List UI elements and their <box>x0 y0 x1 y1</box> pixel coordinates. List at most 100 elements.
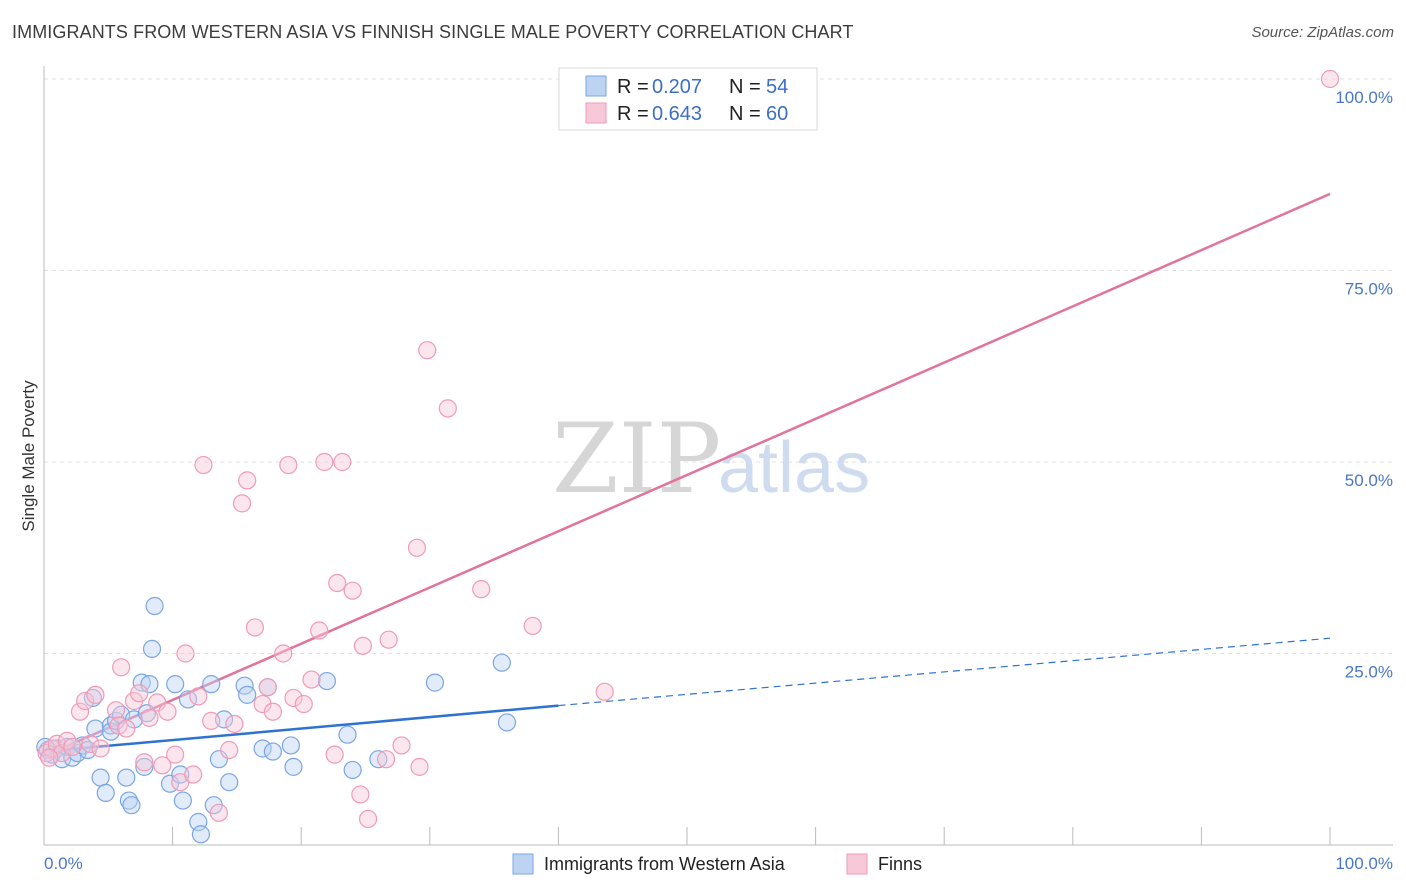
data-point-finns <box>325 745 344 764</box>
data-point-western-asia <box>253 739 272 758</box>
data-point-finns <box>302 670 321 689</box>
legend-n-value-2: 60 <box>766 103 788 125</box>
data-point-finns <box>106 701 126 720</box>
data-point-finns <box>358 809 378 829</box>
data-point-finns <box>407 538 427 557</box>
data-point-finns <box>238 471 257 490</box>
x-tick-label-max: 100.0% <box>1335 854 1393 873</box>
legend-r-value-1: 0.207 <box>652 76 702 98</box>
data-point-western-asia <box>36 737 55 757</box>
data-point-finns <box>220 740 239 760</box>
scatter-points <box>36 69 1340 844</box>
data-point-western-asia <box>173 791 192 810</box>
data-point-western-asia <box>220 773 239 792</box>
data-point-western-asia <box>117 768 136 787</box>
data-point-finns <box>353 636 373 655</box>
data-point-finns <box>258 678 277 697</box>
data-point-finns <box>263 702 283 721</box>
data-point-finns <box>410 757 429 776</box>
legend-r-value-2: 0.643 <box>652 103 702 125</box>
stats-legend: R = 0.207 N = 54 R = 0.643 N = 60 <box>558 67 818 131</box>
data-point-finns <box>472 580 491 599</box>
data-point-finns <box>351 785 370 804</box>
data-point-finns <box>76 691 95 711</box>
data-point-western-asia <box>284 757 303 776</box>
x-tick-label-min: 0.0% <box>44 854 83 873</box>
data-point-finns <box>194 455 213 475</box>
data-point-finns <box>392 736 411 755</box>
data-point-finns <box>166 745 185 764</box>
series-legend-swatch-blue <box>512 853 534 875</box>
data-point-western-asia <box>178 690 198 709</box>
legend-r-label-2: R = <box>617 103 649 125</box>
legend-swatch-pink <box>585 102 607 124</box>
data-point-western-asia <box>86 719 105 738</box>
source-attribution: Source: ZipAtlas.com <box>1251 24 1394 41</box>
trend-line-finns <box>43 192 1331 758</box>
data-point-finns <box>135 753 154 772</box>
data-point-finns <box>117 719 136 738</box>
gridlines <box>44 78 1393 654</box>
axes <box>43 66 1393 846</box>
trend-line-western-asia <box>43 704 559 753</box>
y-axis-label: Single Male Poverty <box>19 380 38 532</box>
y-tick-labels: 25.0% 50.0% 75.0% 100.0% <box>1335 88 1393 682</box>
data-point-finns <box>333 452 352 472</box>
data-point-finns <box>70 702 90 721</box>
data-point-western-asia <box>202 675 221 694</box>
data-point-western-asia <box>171 765 190 784</box>
data-point-finns <box>595 682 614 701</box>
data-point-finns <box>523 616 542 636</box>
data-point-western-asia <box>492 653 511 672</box>
data-point-finns <box>209 803 228 822</box>
data-point-finns <box>225 714 244 734</box>
data-point-western-asia <box>343 760 362 780</box>
data-point-finns <box>245 618 265 637</box>
data-point-finns <box>140 708 159 727</box>
watermark-atlas: atlas <box>718 428 870 508</box>
data-point-western-asia <box>263 742 283 761</box>
data-point-finns <box>86 685 105 704</box>
data-point-finns <box>158 702 177 721</box>
data-point-finns <box>189 687 208 706</box>
data-point-western-asia <box>132 673 151 692</box>
legend-n-label-2: N = <box>729 103 761 125</box>
data-point-western-asia <box>142 639 162 659</box>
data-point-finns <box>284 688 303 708</box>
data-point-western-asia <box>369 750 388 769</box>
data-point-finns <box>310 621 329 640</box>
data-point-finns <box>47 734 66 753</box>
chart-title: IMMIGRANTS FROM WESTERN ASIA VS FINNISH … <box>12 22 854 42</box>
data-point-finns <box>279 455 298 475</box>
data-point-western-asia <box>122 796 141 815</box>
legend-n-label-1: N = <box>729 76 761 98</box>
data-point-finns <box>40 748 59 767</box>
data-point-finns <box>81 734 100 753</box>
y-tick-label: 75.0% <box>1345 280 1393 299</box>
data-point-finns <box>184 765 203 784</box>
data-point-finns <box>202 711 221 731</box>
data-point-western-asia <box>209 750 228 769</box>
series-legend-label-1: Immigrants from Western Asia <box>544 854 786 874</box>
data-point-finns <box>376 750 396 769</box>
series-legend: Immigrants from Western Asia Finns <box>512 853 922 875</box>
data-point-western-asia <box>135 757 154 776</box>
data-point-western-asia <box>281 736 301 755</box>
data-point-finns <box>91 739 110 758</box>
data-point-finns <box>274 644 293 663</box>
data-point-western-asia <box>338 725 357 744</box>
data-point-finns <box>63 737 82 757</box>
data-point-western-asia <box>317 671 337 691</box>
data-point-western-asia <box>425 673 445 692</box>
y-tick-label: 100.0% <box>1335 88 1393 107</box>
data-point-finns <box>153 756 172 775</box>
data-point-western-asia <box>91 768 110 787</box>
data-point-finns <box>112 658 131 677</box>
data-point-finns <box>328 573 347 593</box>
data-point-western-asia <box>96 783 115 803</box>
trend-lines <box>43 192 1331 758</box>
legend-swatch-blue <box>585 75 607 97</box>
data-point-finns <box>315 452 334 472</box>
data-point-western-asia <box>140 675 159 694</box>
